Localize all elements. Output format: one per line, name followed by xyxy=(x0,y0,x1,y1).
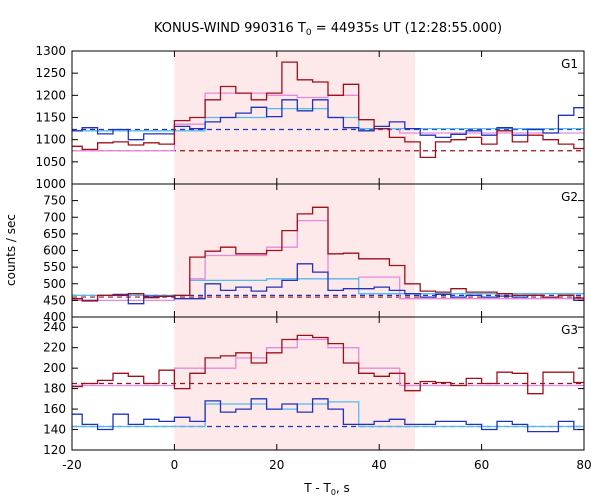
y-tick-label: 1050 xyxy=(35,155,66,169)
y-tick-label: 220 xyxy=(43,341,66,355)
panel-label: G3 xyxy=(561,323,578,337)
y-tick-label: 1000 xyxy=(35,177,66,191)
x-tick-label: 0 xyxy=(171,458,179,472)
y-tick-label: 650 xyxy=(43,227,66,241)
x-tick-label: -20 xyxy=(62,458,82,472)
x-tick-label: 60 xyxy=(474,458,489,472)
y-tick-label: 240 xyxy=(43,320,66,334)
y-tick-label: 140 xyxy=(43,423,66,437)
red-step-series xyxy=(72,334,584,395)
blue-step-series xyxy=(72,99,584,141)
y-tick-label: 500 xyxy=(43,277,66,291)
y-tick-label: 550 xyxy=(43,260,66,274)
chart-title: KONUS-WIND 990316 T0 = 44935s UT (12:28:… xyxy=(154,21,502,38)
panel-label: G2 xyxy=(561,190,578,204)
x-tick-label: 40 xyxy=(372,458,387,472)
red-step-series xyxy=(72,206,584,302)
x-tick-label: 20 xyxy=(269,458,284,472)
red-step-series xyxy=(72,61,584,159)
y-tick-label: 400 xyxy=(43,310,66,324)
y-tick-label: 700 xyxy=(43,210,66,224)
y-tick-label: 200 xyxy=(43,361,66,375)
y-tick-label: 180 xyxy=(43,382,66,396)
x-axis-label: T - T0, s xyxy=(303,481,350,497)
panel-label: G1 xyxy=(561,57,578,71)
y-tick-label: 1150 xyxy=(35,111,66,125)
panel-frame xyxy=(71,316,585,451)
y-tick-label: 600 xyxy=(43,244,66,258)
blue-step-series xyxy=(72,263,584,305)
y-tick-label: 1250 xyxy=(35,66,66,80)
y-tick-label: 1200 xyxy=(35,88,66,102)
y-tick-label: 160 xyxy=(43,402,66,416)
blue-step-series xyxy=(72,398,584,433)
y-tick-label: 1100 xyxy=(35,133,66,147)
y-tick-label: 750 xyxy=(43,194,66,208)
y-tick-label: 1300 xyxy=(35,44,66,58)
x-tick-label: 80 xyxy=(576,458,591,472)
y-tick-label: 450 xyxy=(43,293,66,307)
burst-interval-shade xyxy=(174,184,416,317)
panel-g3: 120 140 160 180 200 220 240 G3 xyxy=(43,316,585,457)
panels-layer: 1000105011001150120012501300G14004505005… xyxy=(35,44,591,472)
panel-g2: 400 450 500 550 600 650 700 750 G2 xyxy=(43,183,585,324)
panel-g1: 1000 1050 1100 1150 1200 1250 1300 G1 xyxy=(35,44,585,191)
y-tick-label: 120 xyxy=(43,443,66,457)
y-axis-label: counts / sec xyxy=(4,214,18,286)
